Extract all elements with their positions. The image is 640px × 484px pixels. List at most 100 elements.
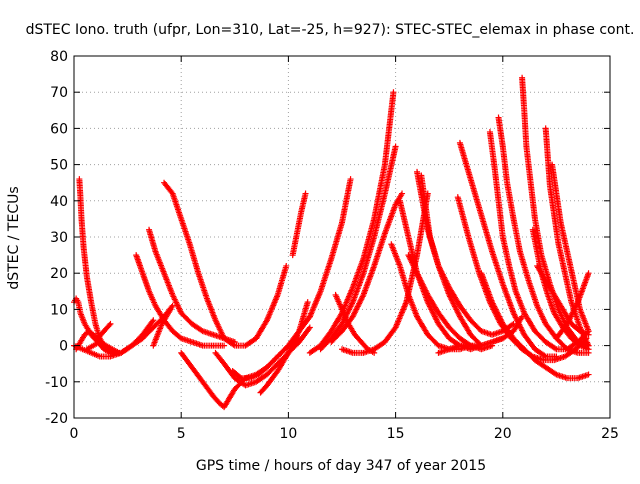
series-segment [397, 199, 412, 239]
series-segment [552, 293, 565, 311]
series-segment [76, 177, 84, 199]
series-segment [511, 336, 527, 352]
series-segment [553, 192, 564, 224]
y-tick-label: 20 [50, 266, 68, 282]
grid-lines [74, 56, 610, 418]
y-tick-label: 0 [59, 339, 68, 355]
data-point [283, 262, 290, 269]
series-segment [88, 300, 99, 326]
series-segment [104, 347, 114, 355]
y-axis-label: dSTEC / TECUs [6, 186, 22, 289]
data-point [306, 324, 313, 331]
series-segment [204, 297, 218, 322]
data-series [289, 190, 309, 259]
series-segment [447, 286, 463, 308]
data-series [306, 176, 354, 320]
series-segment [170, 329, 183, 341]
series-segment [361, 264, 377, 297]
y-tick-label: -20 [45, 411, 68, 427]
series-segment [549, 163, 560, 195]
series-segment [495, 199, 506, 239]
data-point [585, 342, 592, 349]
series-segment [161, 271, 176, 297]
series-segment [489, 300, 506, 326]
series-segment [542, 127, 551, 159]
series-segment [506, 264, 519, 293]
series-segment [170, 192, 184, 221]
series-segment [499, 145, 510, 185]
series-segment [119, 343, 134, 355]
data-series [435, 313, 526, 356]
data-point [519, 313, 526, 320]
data-point [347, 176, 354, 183]
series-segment [297, 325, 312, 344]
series-segment [522, 333, 537, 351]
data-point [302, 190, 309, 197]
series-segment [558, 221, 570, 253]
series-segment [425, 300, 441, 326]
series-segment [569, 336, 582, 348]
series-segment [465, 235, 482, 275]
series-segment [91, 339, 102, 348]
series-segment [222, 362, 237, 380]
series-segment [78, 333, 87, 344]
series-segment [552, 311, 565, 330]
series-segment [544, 155, 553, 188]
series-segment [457, 315, 473, 337]
series-segment [478, 271, 495, 304]
y-tick-label: 30 [50, 230, 68, 246]
series-segment [213, 318, 227, 340]
data-point [399, 190, 406, 197]
series-segment [436, 322, 452, 341]
data-series [456, 139, 560, 360]
data-point [116, 349, 123, 356]
series-segment [554, 322, 570, 341]
series-segment [102, 322, 113, 333]
series-segment [275, 343, 291, 359]
series-segment [243, 336, 258, 348]
series-segment [382, 145, 399, 195]
series-segment [77, 195, 85, 221]
data-series [306, 89, 397, 356]
series-segment [140, 271, 152, 293]
data-point [221, 342, 228, 349]
plot-frame [73, 55, 611, 419]
series-segment [339, 308, 351, 326]
x-tick-label: 20 [494, 426, 512, 442]
series-segment [577, 307, 591, 333]
series-segment [213, 351, 227, 366]
series-segment [382, 202, 399, 235]
series-segment [447, 325, 462, 341]
series-segment [140, 325, 156, 341]
data-point [169, 302, 176, 309]
series-segment [436, 264, 452, 290]
series-segment [339, 177, 354, 224]
series-segment [414, 315, 430, 337]
series-segment [406, 253, 420, 275]
series-segment [382, 90, 397, 166]
data-series [161, 179, 290, 349]
series-segment [446, 293, 463, 319]
series-segment [495, 116, 506, 148]
series-segment [140, 318, 156, 337]
series-segment [84, 275, 94, 304]
data-series [317, 143, 399, 353]
series-segment [164, 307, 173, 319]
y-tick-label: 70 [50, 85, 68, 101]
series-segment [371, 231, 388, 268]
series-segment [78, 217, 87, 250]
data-point [304, 299, 311, 306]
series-segment [468, 177, 484, 217]
series-segment [150, 333, 161, 348]
series-segment [189, 365, 205, 384]
series-segment [578, 343, 590, 352]
y-tick-label: 40 [50, 194, 68, 210]
series-segment [425, 293, 441, 315]
series-segment [265, 361, 280, 377]
series-segment [523, 145, 534, 185]
series-segment [179, 351, 194, 370]
series-segment [533, 329, 548, 344]
series-segment [218, 401, 226, 409]
series-segment [418, 174, 433, 239]
